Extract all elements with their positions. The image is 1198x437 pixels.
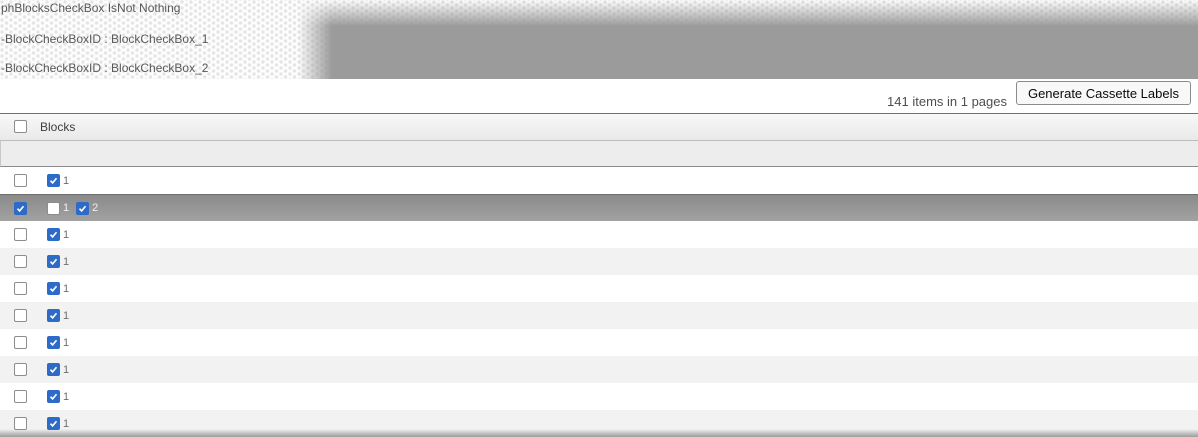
row-select-checkbox[interactable] (14, 255, 27, 268)
block-label: 1 (63, 309, 70, 322)
check-icon (49, 177, 58, 185)
block-checkbox[interactable] (47, 309, 60, 322)
block-checkbox[interactable] (47, 282, 60, 295)
row-select-checkbox[interactable] (14, 336, 27, 349)
check-icon (49, 366, 58, 374)
grid-header-row: Blocks (0, 114, 1198, 141)
block-label: 2 (92, 202, 99, 214)
block-item: 1 (47, 282, 69, 295)
check-icon (49, 231, 58, 239)
row-select-checkbox[interactable] (14, 282, 27, 295)
table-row[interactable]: 1 (0, 410, 1198, 437)
row-select-cell (0, 336, 47, 349)
block-checkbox[interactable] (47, 417, 60, 430)
block-item: 2 (76, 201, 99, 215)
block-item: 1 (47, 228, 69, 241)
block-label: 1 (63, 174, 70, 187)
block-label: 1 (63, 390, 70, 403)
row-select-cell (0, 282, 47, 295)
filter-row (0, 141, 1198, 167)
row-select-checkbox[interactable] (14, 309, 27, 322)
gray-banner-block (298, 0, 1198, 79)
block-label: 1 (63, 255, 70, 268)
blocks-cell: 1 (47, 390, 76, 403)
block-label: 1 (63, 336, 70, 349)
row-select-checkbox[interactable] (14, 390, 27, 403)
debug-line: -BlockCheckBoxID : BlockCheckBox_2 (1, 61, 209, 75)
column-header-blocks[interactable]: Blocks (40, 120, 76, 134)
block-item: 1 (47, 390, 69, 403)
table-row[interactable]: 1 (0, 356, 1198, 383)
block-item: 1 (47, 336, 69, 349)
debug-line: phBlocksCheckBox IsNot Nothing (1, 1, 181, 15)
check-icon (79, 205, 87, 212)
block-label: 1 (63, 228, 70, 241)
block-item: 1 (47, 255, 69, 268)
row-select-checkbox[interactable] (14, 363, 27, 376)
row-select-checkbox[interactable] (14, 228, 27, 241)
block-checkbox[interactable] (47, 363, 60, 376)
row-select-cell (0, 390, 47, 403)
check-icon (16, 205, 25, 212)
block-label: 1 (63, 282, 70, 295)
row-select-checkbox[interactable] (14, 201, 27, 215)
select-all-checkbox[interactable] (14, 120, 27, 133)
block-label: 1 (63, 363, 70, 376)
check-icon (49, 339, 58, 347)
table-row[interactable]: 1 (0, 275, 1198, 302)
row-select-cell (0, 417, 47, 430)
block-item: 1 (47, 417, 69, 430)
block-label: 1 (63, 417, 70, 430)
check-icon (49, 285, 58, 293)
table-row[interactable]: 1 (0, 329, 1198, 356)
row-select-cell (0, 201, 47, 215)
blocks-cell: 1 (47, 363, 76, 376)
row-select-checkbox[interactable] (14, 174, 27, 187)
debug-line: -BlockCheckBoxID : BlockCheckBox_1 (1, 32, 209, 46)
table-row[interactable]: 1 (0, 221, 1198, 248)
items-count-label: 141 items in 1 pages (887, 94, 1007, 109)
check-icon (49, 312, 58, 320)
debug-panel: phBlocksCheckBox IsNot Nothing -BlockChe… (0, 0, 1198, 79)
toolbar: 141 items in 1 pages Generate Cassette L… (0, 79, 1198, 113)
block-checkbox[interactable] (76, 201, 90, 215)
blocks-cell: 1 (47, 417, 76, 430)
table-row[interactable]: 1 (0, 383, 1198, 410)
blocks-cell: 1 (47, 174, 76, 187)
blocks-cell: 1 (47, 336, 76, 349)
row-select-cell (0, 174, 47, 187)
generate-cassette-labels-button[interactable]: Generate Cassette Labels (1015, 81, 1191, 105)
block-checkbox[interactable] (47, 255, 60, 268)
check-icon (49, 420, 58, 428)
table-row[interactable]: 1 (0, 167, 1198, 194)
check-icon (49, 258, 58, 266)
row-select-cell (0, 309, 47, 322)
block-checkbox[interactable] (47, 174, 60, 187)
blocks-cell: 1 (47, 309, 76, 322)
block-label: 1 (63, 202, 70, 214)
block-item: 1 (47, 201, 70, 215)
row-select-cell (0, 363, 47, 376)
table-row[interactable]: 1 (0, 302, 1198, 329)
block-item: 1 (47, 309, 69, 322)
block-checkbox[interactable] (47, 201, 60, 215)
table-row[interactable]: 1 (0, 248, 1198, 275)
row-select-cell (0, 228, 47, 241)
block-checkbox[interactable] (47, 228, 60, 241)
blocks-cell: 1 (47, 228, 76, 241)
row-select-checkbox[interactable] (14, 417, 27, 430)
block-checkbox[interactable] (47, 336, 60, 349)
row-select-cell (0, 255, 47, 268)
block-checkbox[interactable] (47, 390, 60, 403)
block-item: 1 (47, 363, 69, 376)
blocks-cell: 1 (47, 255, 76, 268)
check-icon (49, 393, 58, 401)
blocks-cell: 1 (47, 282, 76, 295)
block-item: 1 (47, 174, 69, 187)
